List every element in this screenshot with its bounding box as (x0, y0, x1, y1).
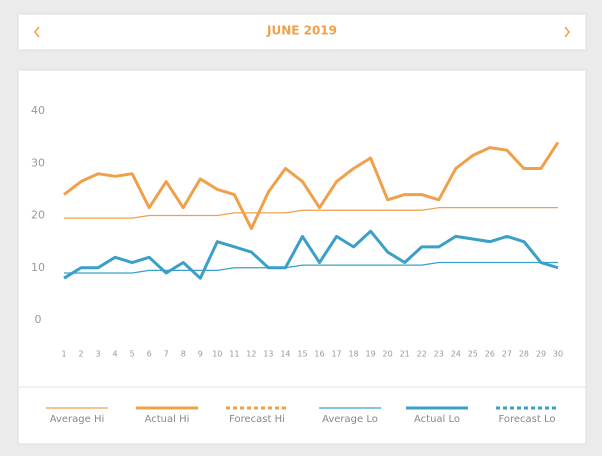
next-arrow[interactable] (564, 26, 570, 38)
series-line (63, 141, 560, 231)
x-tick-label: 14 (280, 350, 290, 359)
x-tick-label: 11 (229, 350, 239, 359)
x-tick-label: 27 (502, 350, 512, 359)
y-tick-label: 30 (31, 156, 45, 169)
series-line (64, 207, 558, 219)
y-tick-label: 10 (31, 261, 45, 274)
x-tick-label: 25 (468, 350, 478, 359)
x-tick-label: 12 (246, 350, 256, 359)
x-tick-label: 3 (96, 350, 101, 359)
x-tick-label: 1 (61, 350, 66, 359)
x-tick-label: 30 (553, 350, 563, 359)
x-tick-label: 23 (434, 350, 444, 359)
legend-label: Forecast Lo (498, 414, 555, 425)
x-tick-label: 8 (181, 350, 186, 359)
x-tick-label: 17 (331, 350, 341, 359)
x-tick-label: 22 (417, 350, 427, 359)
prev-arrow[interactable] (34, 26, 40, 38)
legend-label: Actual Hi (145, 414, 190, 425)
x-tick-label: 24 (451, 350, 461, 359)
x-tick-label: 21 (400, 350, 410, 359)
header-card (17, 13, 587, 51)
x-tick-label: 10 (212, 350, 222, 359)
legend-label: Forecast Hi (229, 414, 285, 425)
x-tick-label: 7 (164, 350, 169, 359)
x-tick-label: 5 (130, 350, 135, 359)
legend-label: Actual Lo (414, 414, 460, 425)
month-title: JUNE 2019 (266, 24, 337, 38)
x-tick-label: 29 (536, 350, 546, 359)
x-tick-label: 19 (366, 350, 376, 359)
legend-label: Average Lo (322, 414, 378, 425)
x-tick-label: 20 (383, 350, 393, 359)
x-tick-label: 16 (314, 350, 324, 359)
x-tick-label: 4 (113, 350, 118, 359)
x-tick-label: 2 (78, 350, 83, 359)
chart-card (17, 69, 587, 445)
x-tick-label: 9 (198, 350, 203, 359)
series-line (63, 229, 559, 280)
y-tick-label: 40 (31, 104, 45, 117)
series-line (64, 261, 558, 274)
x-tick-label: 26 (485, 350, 495, 359)
x-tick-label: 13 (263, 350, 273, 359)
x-tick-label: 18 (348, 350, 358, 359)
y-tick-label: 0 (35, 313, 42, 326)
x-tick-label: 15 (297, 350, 307, 359)
y-tick-label: 20 (31, 209, 45, 222)
x-tick-label: 28 (519, 350, 529, 359)
legend-label: Average Hi (50, 414, 105, 425)
x-tick-label: 6 (147, 350, 152, 359)
